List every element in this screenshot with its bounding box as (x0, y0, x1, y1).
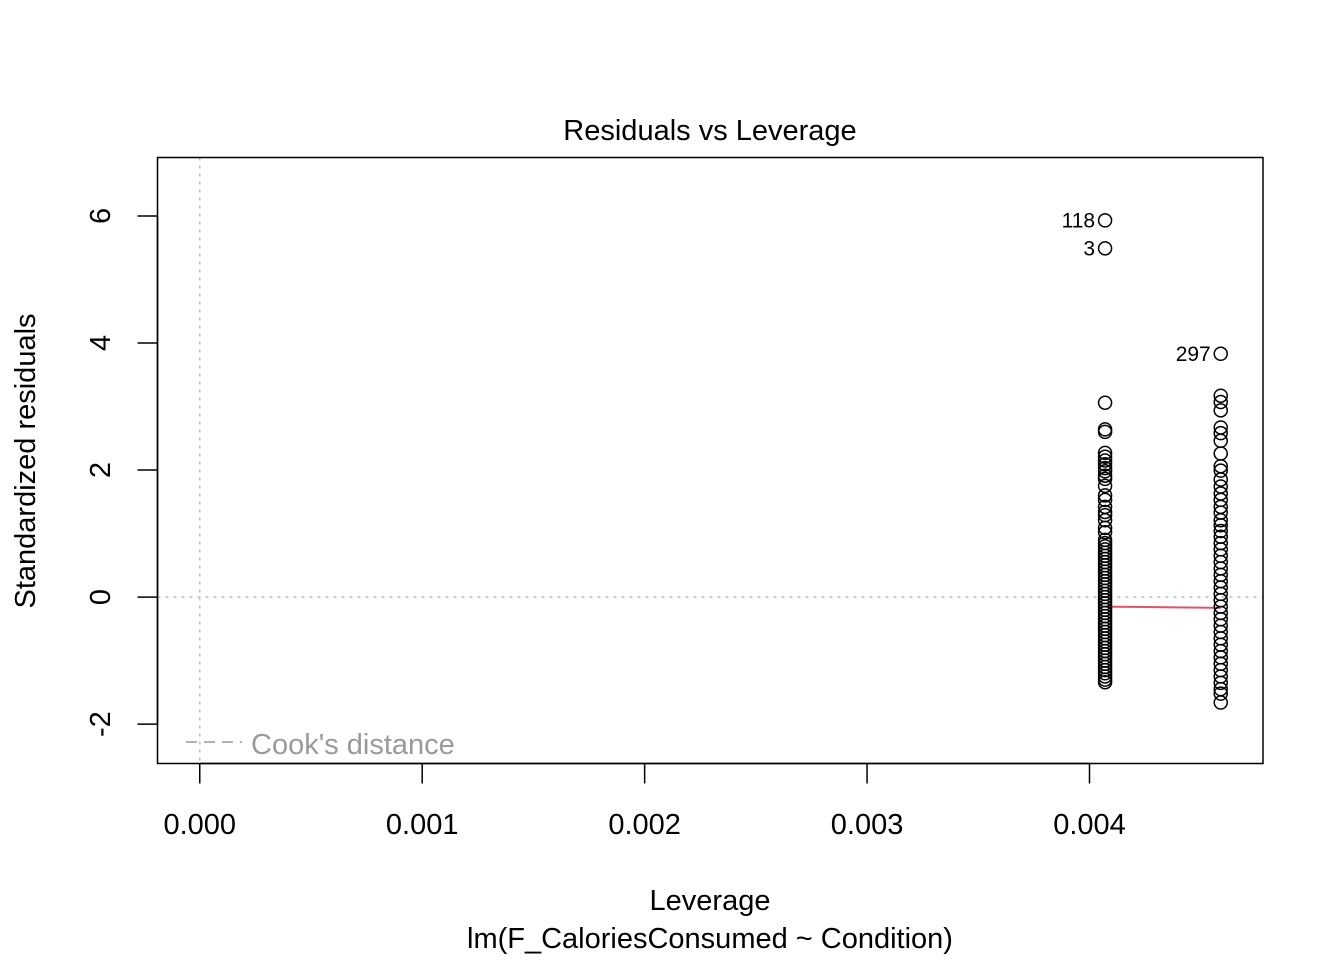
point-label: 297 (1176, 343, 1211, 366)
reference-lines (157, 157, 1263, 764)
data-point (1213, 695, 1228, 710)
data-point-labeled (1097, 241, 1113, 256)
data-point (1097, 520, 1113, 536)
x-tick-label: 0.002 (608, 809, 681, 841)
smooth-line-group (1105, 605, 1221, 609)
data-point (1097, 445, 1113, 461)
point-label: 118 (1062, 209, 1095, 232)
data-point (1213, 675, 1228, 691)
data-point (1213, 446, 1228, 461)
data-point (1097, 453, 1113, 468)
data-point (1213, 523, 1228, 539)
x-tick-label: 0.000 (163, 809, 236, 841)
data-point (1097, 512, 1113, 528)
x-tick-label: 0.003 (831, 809, 904, 841)
plot-frame (156, 156, 1264, 765)
legend: Cook's distance (186, 729, 455, 761)
data-point (1097, 471, 1113, 487)
data-point (1213, 433, 1228, 449)
data-point (1213, 463, 1228, 478)
data-point (1213, 425, 1228, 441)
x-axis-title: Leverage (650, 885, 771, 917)
y-axis: -2 0 2 4 6 (85, 208, 159, 737)
data-point (1097, 488, 1113, 503)
data-point (1213, 518, 1228, 533)
data-point (1097, 478, 1113, 494)
data-point (1213, 686, 1228, 701)
x-tick-label: 0.001 (386, 809, 459, 841)
point-label: 3 (1083, 237, 1095, 260)
data-point (1097, 464, 1113, 479)
y-tick-label: 4 (85, 335, 117, 351)
y-tick-label: -2 (85, 711, 117, 737)
data-point (1097, 492, 1113, 508)
model-formula-label: lm(F_CaloriesConsumed ~ Condition) (467, 923, 953, 955)
data-point (1097, 424, 1113, 440)
data-point (1213, 420, 1228, 435)
y-tick-label: 0 (85, 589, 117, 605)
data-point (1213, 512, 1228, 528)
data-point (1213, 394, 1228, 410)
data-point-labeled (1097, 213, 1113, 228)
data-point (1097, 525, 1113, 540)
data-point-labeled (1213, 346, 1228, 362)
data-point (1097, 449, 1113, 464)
legend-label: Cook's distance (251, 729, 455, 761)
smooth-line (1105, 605, 1221, 609)
data-points (1097, 213, 1228, 710)
point-labels: 118 3 297 (1062, 209, 1211, 365)
data-point (1097, 674, 1113, 690)
y-tick-label: 6 (85, 208, 117, 224)
x-tick-label: 0.004 (1053, 809, 1126, 841)
data-point (1097, 395, 1113, 410)
chart-title: Residuals vs Leverage (563, 115, 856, 147)
data-point (1213, 472, 1228, 487)
data-point (1097, 457, 1113, 472)
x-axis: 0.000 0.001 0.002 0.003 0.004 (163, 762, 1126, 841)
data-point (1213, 505, 1228, 520)
data-point (1213, 403, 1228, 418)
y-tick-label: 2 (85, 462, 117, 478)
data-point (1213, 388, 1228, 403)
y-axis-title: Standardized residuals (10, 313, 42, 608)
